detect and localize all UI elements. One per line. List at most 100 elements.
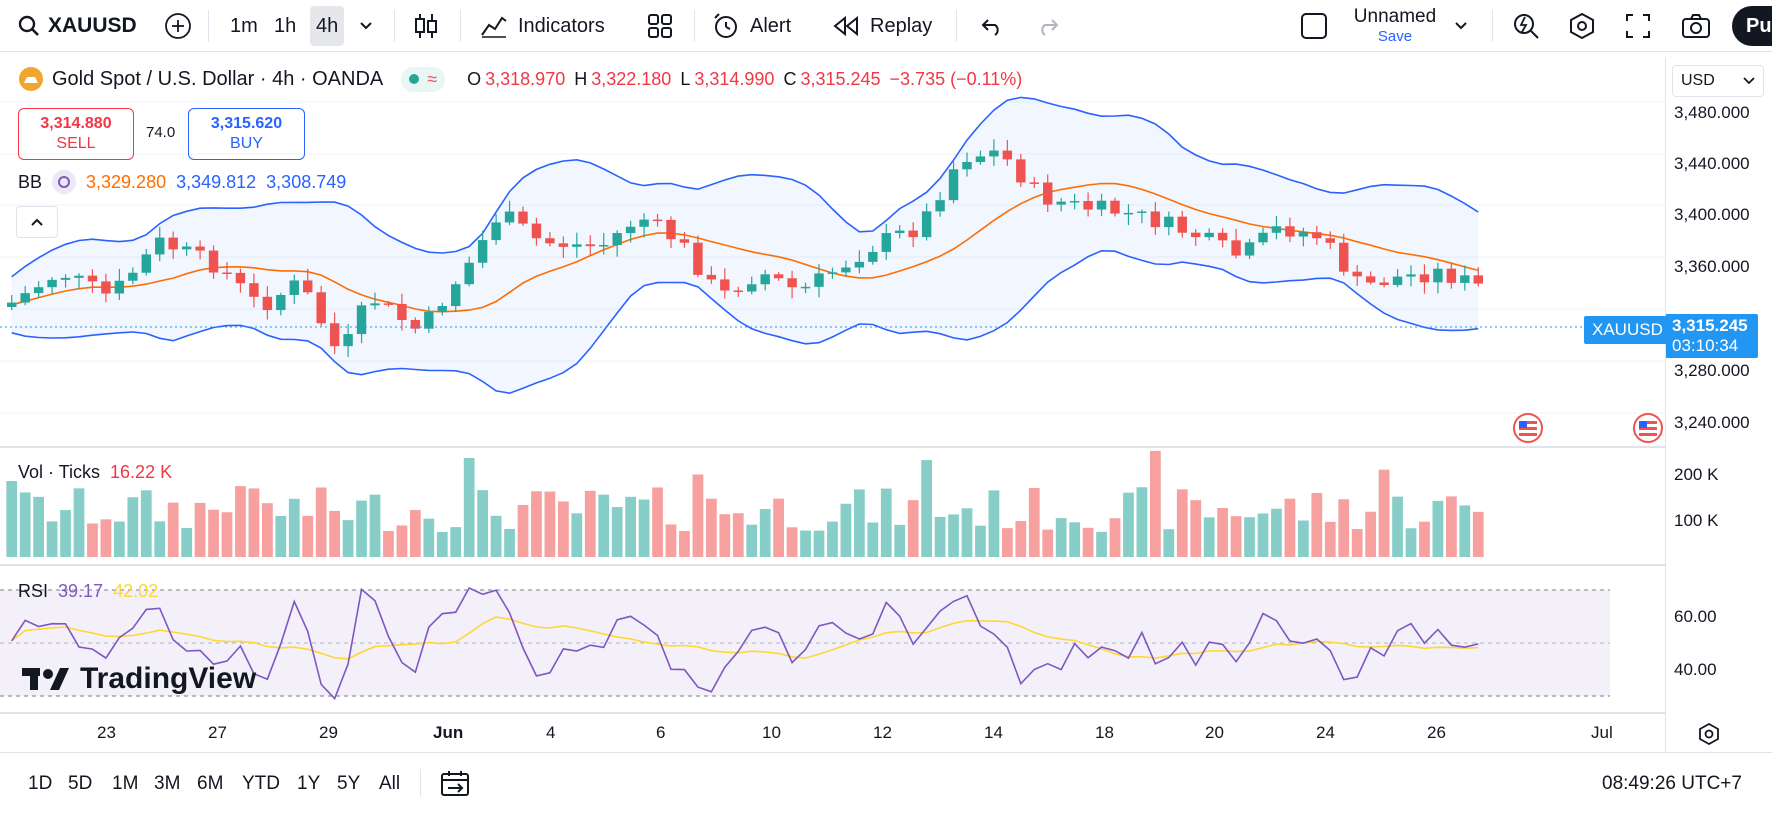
alarm-clock-icon xyxy=(714,13,737,38)
time-tick: 18 xyxy=(1095,723,1114,742)
indicators-button[interactable]: Indicators xyxy=(480,6,605,46)
bollinger-lower-line xyxy=(11,249,1479,395)
alert-label: Alert xyxy=(750,14,792,37)
multi-chart-layout-button[interactable] xyxy=(1294,6,1334,46)
time-tick: 29 xyxy=(319,723,338,742)
currency-select[interactable]: USD xyxy=(1672,65,1764,97)
pane-divider[interactable] xyxy=(0,446,1665,448)
divider xyxy=(394,10,395,42)
replay-button[interactable]: Replay xyxy=(832,6,932,46)
candles-icon xyxy=(415,14,437,38)
fullscreen-button[interactable] xyxy=(1618,6,1658,46)
us-flag-icon xyxy=(1513,413,1543,443)
interval-1m[interactable]: 1m xyxy=(230,15,258,37)
chart-area[interactable] xyxy=(0,57,1665,752)
range-ytd[interactable]: YTD xyxy=(242,773,280,794)
chart-type-button[interactable] xyxy=(406,6,446,46)
volume-label: Vol · Ticks xyxy=(18,462,101,482)
time-tick: 27 xyxy=(208,723,227,742)
layout-templates-button[interactable] xyxy=(640,6,680,46)
replay-label: Replay xyxy=(870,14,933,37)
fullscreen-icon xyxy=(1626,14,1650,38)
pane-divider xyxy=(0,712,1665,714)
bollinger-upper-line xyxy=(11,96,1479,278)
quick-search-button[interactable] xyxy=(1506,6,1546,46)
instrument-title[interactable]: Gold Spot / U.S. Dollar · 4h · OANDA xyxy=(52,67,384,90)
rsi-tick: 60.00 xyxy=(1674,607,1717,626)
rsi-legend[interactable]: RSI 39.17 42.02 xyxy=(18,581,158,602)
price-scale[interactable]: USD 3,480.000 3,440.000 3,400.000 3,360.… xyxy=(1665,57,1772,752)
time-tick: Jul xyxy=(1591,723,1613,742)
price-tick: 3,440.000 xyxy=(1674,154,1750,173)
range-5d[interactable]: 5D xyxy=(68,773,93,794)
divider xyxy=(956,10,957,42)
rsi-ma-line xyxy=(11,616,1479,660)
chevron-down-icon xyxy=(1743,77,1755,85)
price-tick: 3,480.000 xyxy=(1674,103,1750,122)
lightning-search-icon xyxy=(1514,14,1539,39)
time-tick: Jun xyxy=(433,723,464,742)
date-range-button[interactable] xyxy=(440,769,470,802)
divider xyxy=(208,10,209,42)
buy-label: BUY xyxy=(230,135,263,152)
range-1m[interactable]: 1M xyxy=(112,773,139,794)
clock[interactable]: 08:49:26 UTC+7 xyxy=(1602,773,1742,794)
market-status[interactable]: ≈ xyxy=(401,66,446,92)
layout-name: Unnamed xyxy=(1353,6,1437,27)
sell-button[interactable]: 3,314.880 SELL xyxy=(18,108,134,160)
chevron-down-icon xyxy=(1455,22,1467,30)
undo-button[interactable] xyxy=(972,6,1012,46)
pane-divider[interactable] xyxy=(0,564,1665,566)
gear-icon xyxy=(1570,12,1594,40)
volume-legend[interactable]: Vol · Ticks 16.22 K xyxy=(18,462,172,483)
publish-button[interactable]: Pu xyxy=(1732,6,1772,46)
tradingview-logo-icon xyxy=(22,668,69,690)
interval-4h[interactable]: 4h xyxy=(310,6,345,46)
range-6m[interactable]: 6M xyxy=(197,773,224,794)
search-icon xyxy=(18,15,39,36)
redo-button[interactable] xyxy=(1028,6,1068,46)
rsi-value: 39.17 xyxy=(58,581,104,601)
volume-value: 16.22 K xyxy=(110,462,173,482)
price-tick: 3,360.000 xyxy=(1674,257,1750,276)
time-tick: 26 xyxy=(1427,723,1446,742)
calendar-icon xyxy=(441,771,469,796)
us-flag-icon xyxy=(1633,413,1663,443)
rsi-tick: 40.00 xyxy=(1674,660,1717,679)
range-3m[interactable]: 3M xyxy=(154,773,181,794)
watermark: TradingView xyxy=(22,662,256,696)
range-all[interactable]: All xyxy=(379,773,401,794)
price-chart xyxy=(0,96,1665,701)
snapshot-button[interactable] xyxy=(1676,6,1716,46)
symbol-search[interactable]: XAUUSD xyxy=(18,6,137,46)
bb-legend[interactable]: BB 3,329.280 3,349.812 3,308.749 xyxy=(18,170,346,194)
time-tick: 6 xyxy=(656,723,666,742)
range-5y[interactable]: 5Y xyxy=(337,773,361,794)
redo-icon xyxy=(1041,19,1059,36)
collapse-legend-button[interactable] xyxy=(16,206,58,238)
compare-symbol-button[interactable] xyxy=(158,6,198,46)
sell-label: SELL xyxy=(56,135,96,152)
layout-name-menu[interactable]: Unnamed Save xyxy=(1350,6,1440,45)
time-tick: 23 xyxy=(97,723,116,742)
wave-icon: ≈ xyxy=(427,68,438,89)
time-tick: 14 xyxy=(984,723,1003,742)
range-1y[interactable]: 1Y xyxy=(297,773,321,794)
rsi-line xyxy=(11,586,1479,701)
price-tick: 3,240.000 xyxy=(1674,413,1750,432)
loading-icon xyxy=(52,170,77,194)
save-link[interactable]: Save xyxy=(1377,28,1413,45)
price-tick: 3,280.000 xyxy=(1674,361,1750,380)
bollinger-band-fill xyxy=(11,97,1479,394)
divider xyxy=(1492,10,1493,42)
alert-button[interactable]: Alert xyxy=(712,6,791,46)
layout-dropdown[interactable] xyxy=(1446,6,1476,46)
settings-button[interactable] xyxy=(1562,6,1602,46)
time-tick: 12 xyxy=(873,723,892,742)
interval-dropdown[interactable] xyxy=(346,6,386,46)
range-1d[interactable]: 1D xyxy=(28,773,53,794)
interval-1h[interactable]: 1h xyxy=(274,15,297,37)
scale-settings-button[interactable] xyxy=(1698,722,1720,750)
buy-button[interactable]: 3,315.620 BUY xyxy=(188,108,305,160)
divider xyxy=(420,769,421,797)
